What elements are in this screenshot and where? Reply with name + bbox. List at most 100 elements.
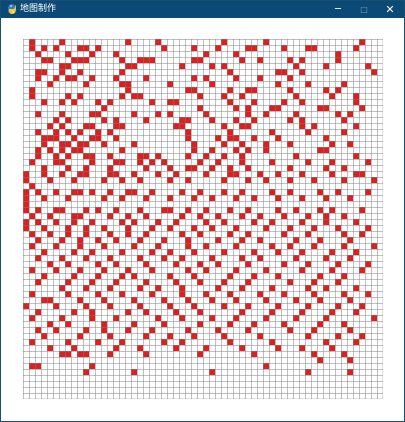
filled-cell[interactable] (233, 267, 239, 273)
filled-cell[interactable] (317, 273, 323, 279)
filled-cell[interactable] (59, 315, 65, 321)
filled-cell[interactable] (119, 147, 125, 153)
filled-cell[interactable] (233, 243, 239, 249)
filled-cell[interactable] (251, 351, 257, 357)
filled-cell[interactable] (83, 207, 89, 213)
filled-cell[interactable] (209, 315, 215, 321)
filled-cell[interactable] (299, 309, 305, 315)
filled-cell[interactable] (269, 159, 275, 165)
filled-cell[interactable] (137, 93, 143, 99)
filled-cell[interactable] (41, 333, 47, 339)
filled-cell[interactable] (281, 45, 287, 51)
filled-cell[interactable] (71, 57, 77, 63)
filled-cell[interactable] (161, 237, 167, 243)
filled-cell[interactable] (323, 195, 329, 201)
filled-cell[interactable] (269, 129, 275, 135)
filled-cell[interactable] (77, 213, 83, 219)
filled-cell[interactable] (35, 309, 41, 315)
filled-cell[interactable] (119, 69, 125, 75)
filled-cell[interactable] (185, 135, 191, 141)
filled-cell[interactable] (245, 279, 251, 285)
map-canvas[interactable] (23, 39, 383, 399)
filled-cell[interactable] (47, 345, 53, 351)
filled-cell[interactable] (113, 207, 119, 213)
filled-cell[interactable] (113, 315, 119, 321)
filled-cell[interactable] (191, 165, 197, 171)
filled-cell[interactable] (119, 93, 125, 99)
filled-cell[interactable] (239, 189, 245, 195)
maximize-button[interactable]: □ (360, 5, 368, 14)
filled-cell[interactable] (341, 213, 347, 219)
filled-cell[interactable] (329, 309, 335, 315)
filled-cell[interactable] (215, 159, 221, 165)
filled-cell[interactable] (107, 351, 113, 357)
filled-cell[interactable] (131, 369, 137, 375)
filled-cell[interactable] (83, 303, 89, 309)
filled-cell[interactable] (185, 165, 191, 171)
filled-cell[interactable] (47, 81, 53, 87)
filled-cell[interactable] (275, 303, 281, 309)
filled-cell[interactable] (341, 129, 347, 135)
filled-cell[interactable] (251, 273, 257, 279)
filled-cell[interactable] (77, 129, 83, 135)
filled-cell[interactable] (197, 351, 203, 357)
filled-cell[interactable] (125, 231, 131, 237)
filled-cell[interactable] (35, 207, 41, 213)
filled-cell[interactable] (317, 237, 323, 243)
filled-cell[interactable] (221, 93, 227, 99)
filled-cell[interactable] (119, 249, 125, 255)
filled-cell[interactable] (311, 327, 317, 333)
filled-cell[interactable] (41, 135, 47, 141)
filled-cell[interactable] (65, 93, 71, 99)
filled-cell[interactable] (341, 321, 347, 327)
filled-cell[interactable] (353, 123, 359, 129)
filled-cell[interactable] (35, 153, 41, 159)
filled-cell[interactable] (185, 327, 191, 333)
filled-cell[interactable] (341, 243, 347, 249)
filled-cell[interactable] (131, 93, 137, 99)
filled-cell[interactable] (245, 231, 251, 237)
filled-cell[interactable] (335, 333, 341, 339)
filled-cell[interactable] (59, 39, 65, 45)
filled-cell[interactable] (257, 237, 263, 243)
filled-cell[interactable] (83, 141, 89, 147)
filled-cell[interactable] (29, 87, 35, 93)
filled-cell[interactable] (101, 195, 107, 201)
filled-cell[interactable] (251, 249, 257, 255)
filled-cell[interactable] (347, 369, 353, 375)
filled-cell[interactable] (125, 327, 131, 333)
filled-cell[interactable] (119, 219, 125, 225)
filled-cell[interactable] (131, 243, 137, 249)
filled-cell[interactable] (221, 303, 227, 309)
filled-cell[interactable] (167, 99, 173, 105)
filled-cell[interactable] (71, 189, 77, 195)
filled-cell[interactable] (185, 129, 191, 135)
filled-cell[interactable] (221, 63, 227, 69)
filled-cell[interactable] (233, 315, 239, 321)
filled-cell[interactable] (227, 321, 233, 327)
filled-cell[interactable] (71, 219, 77, 225)
filled-cell[interactable] (173, 171, 179, 177)
filled-cell[interactable] (323, 147, 329, 153)
filled-cell[interactable] (77, 189, 83, 195)
filled-cell[interactable] (215, 327, 221, 333)
filled-cell[interactable] (131, 141, 137, 147)
filled-cell[interactable] (107, 165, 113, 171)
filled-cell[interactable] (245, 123, 251, 129)
filled-cell[interactable] (317, 357, 323, 363)
filled-cell[interactable] (143, 117, 149, 123)
filled-cell[interactable] (305, 81, 311, 87)
filled-cell[interactable] (89, 219, 95, 225)
filled-cell[interactable] (323, 63, 329, 69)
filled-cell[interactable] (149, 249, 155, 255)
filled-cell[interactable] (161, 207, 167, 213)
filled-cell[interactable] (305, 369, 311, 375)
filled-cell[interactable] (59, 159, 65, 165)
filled-cell[interactable] (341, 291, 347, 297)
filled-cell[interactable] (191, 249, 197, 255)
filled-cell[interactable] (47, 147, 53, 153)
filled-cell[interactable] (185, 297, 191, 303)
filled-cell[interactable] (299, 171, 305, 177)
filled-cell[interactable] (131, 297, 137, 303)
filled-cell[interactable] (155, 171, 161, 177)
